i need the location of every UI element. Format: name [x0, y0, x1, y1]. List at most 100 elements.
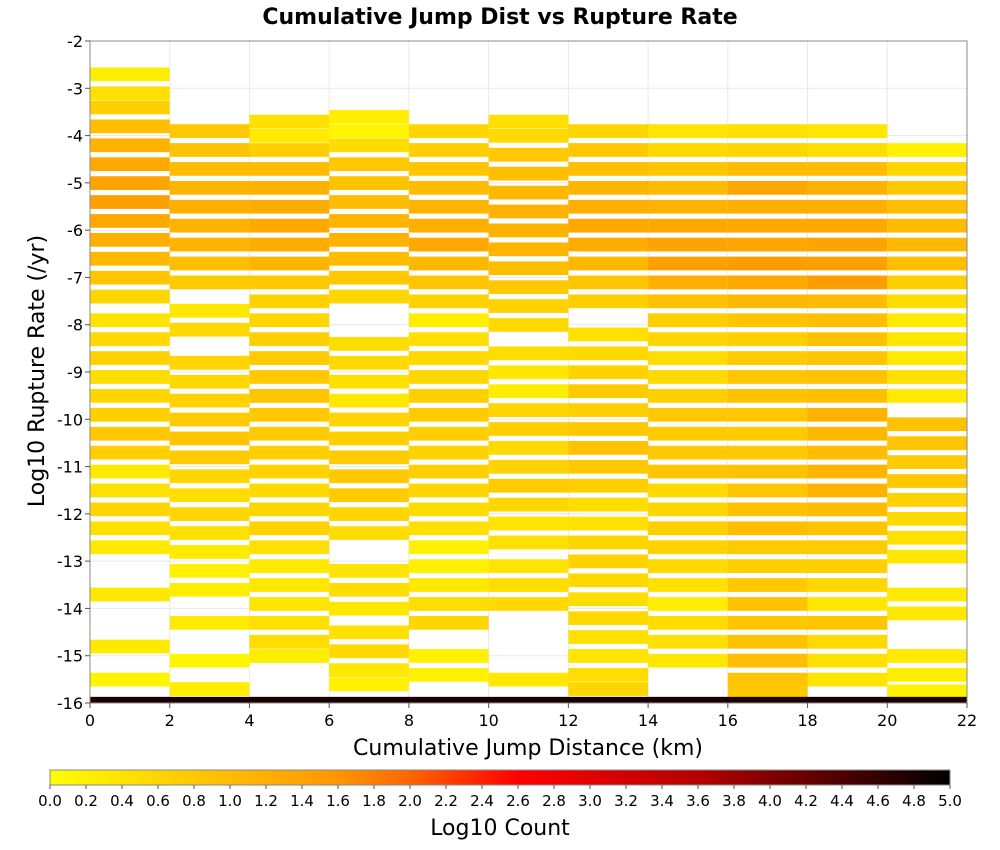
heatmap-cell: [648, 162, 728, 176]
heatmap-cell: [648, 370, 728, 384]
heatmap-cell: [488, 147, 569, 162]
heatmap-cell: [90, 332, 170, 347]
heatmap-cell: [568, 649, 649, 663]
heatmap-cell: [408, 559, 489, 573]
heatmap-cell: [408, 578, 489, 592]
heatmap-cell: [807, 180, 888, 195]
heatmap-cell: [727, 578, 808, 592]
heatmap-cell: [249, 483, 330, 498]
heatmap-cell: [90, 587, 170, 602]
heatmap-cell: [90, 483, 170, 498]
heatmap-cell: [329, 157, 409, 172]
x-tick-label: 2: [165, 711, 175, 730]
heatmap-cell: [408, 649, 489, 663]
heatmap-cell: [807, 445, 888, 460]
heatmap-cell: [329, 214, 409, 228]
x-tick-label: 14: [638, 711, 658, 730]
heatmap-cell: [727, 407, 808, 422]
heatmap-cell: [568, 143, 649, 157]
heatmap-cell: [408, 351, 489, 365]
colorbar-tick-label: 3.4: [650, 792, 674, 810]
colorbar-tick-label: 2.4: [470, 792, 494, 810]
colorbar-tick-label: 2.8: [542, 792, 566, 810]
heatmap-cell: [488, 535, 569, 550]
heatmap-cell: [648, 521, 728, 536]
x-tick-label: 18: [797, 711, 817, 730]
heatmap-cell: [568, 346, 649, 361]
y-tick-label: -10: [57, 410, 83, 429]
heatmap-cell: [568, 162, 649, 176]
heatmap-cell: [249, 502, 330, 517]
heatmap-cell: [727, 370, 808, 384]
heatmap-cell: [249, 256, 330, 271]
heatmap-cell: [90, 270, 170, 285]
heatmap-cell: [568, 682, 649, 696]
x-tick-label: 4: [244, 711, 254, 730]
heatmap-cell: [408, 407, 489, 422]
heatmap-cell: [329, 488, 409, 503]
heatmap-cell: [488, 422, 569, 436]
heatmap-cell: [249, 649, 330, 663]
heatmap-cell: [887, 455, 967, 469]
heatmap-cell: [249, 426, 330, 441]
heatmap-cell: [568, 275, 649, 290]
heatmap-cell: [887, 668, 967, 682]
heatmap-cell: [887, 143, 967, 157]
heatmap-cell: [568, 592, 649, 607]
heatmap-cell: [648, 180, 728, 195]
heatmap-cell: [90, 426, 170, 441]
heatmap-cell: [727, 389, 808, 403]
heatmap-cell: [887, 180, 967, 195]
heatmap-cell: [568, 478, 649, 493]
heatmap-cell: [887, 436, 967, 451]
heatmap-cell: [568, 573, 649, 588]
heatmap-cell: [648, 237, 728, 252]
heatmap-cell: [727, 143, 808, 157]
heatmap-cell: [408, 464, 489, 479]
colorbar-tick-label: 0.6: [146, 792, 170, 810]
x-tick-label: 0: [85, 711, 95, 730]
heatmap-cell: [807, 426, 888, 441]
heatmap-cell: [249, 128, 330, 143]
y-tick-label: -12: [57, 505, 83, 524]
heatmap-cell: [648, 143, 728, 157]
heatmap-cell: [648, 634, 728, 649]
heatmap-cell: [169, 124, 250, 138]
heatmap-cell: [408, 389, 489, 403]
heatmap-cell: [648, 445, 728, 460]
heatmap-cell: [488, 204, 569, 219]
heatmap-cell: [169, 545, 250, 559]
heatmap-cell: [568, 459, 649, 474]
colorbar-tick-label: 0.4: [110, 792, 134, 810]
heatmap-cell: [408, 597, 489, 611]
heatmap-cell: [727, 483, 808, 498]
heatmap-cell: [169, 526, 250, 540]
heatmap-cell: [648, 218, 728, 233]
heatmap-cell: [488, 597, 569, 611]
heatmap-cell: [408, 668, 489, 682]
heatmap-cell: [329, 289, 409, 304]
heatmap-cell: [807, 275, 888, 290]
colorbar-tick-label: 0.2: [74, 792, 98, 810]
heatmap-cell: [90, 157, 170, 172]
heatmap-cell: [169, 615, 250, 630]
y-tick-label: -5: [67, 174, 83, 193]
heatmap-cell: [249, 615, 330, 630]
heatmap-cell: [408, 218, 489, 233]
heatmap-cell: [568, 441, 649, 455]
heatmap-cell: [648, 426, 728, 441]
heatmap-cell: [169, 393, 250, 408]
heatmap-cell: [169, 162, 250, 176]
heatmap-cell: [568, 199, 649, 214]
heatmap-cell: [568, 180, 649, 195]
heatmap-cell: [887, 199, 967, 214]
heatmap-cell: [568, 218, 649, 233]
heatmap-cell: [90, 313, 170, 328]
x-tick-label: 12: [558, 711, 578, 730]
heatmap-cell: [408, 124, 489, 138]
heatmap-cell: [648, 578, 728, 592]
heatmap-cell: [169, 682, 250, 696]
colorbar-tick-label: 3.2: [614, 792, 638, 810]
heatmap-cell: [807, 521, 888, 536]
y-tick-label: -16: [57, 694, 83, 713]
